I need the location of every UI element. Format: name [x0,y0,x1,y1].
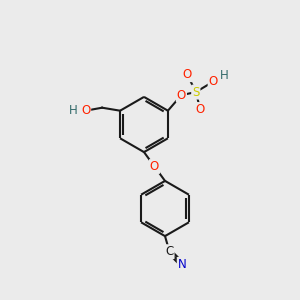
Text: N: N [178,258,187,271]
Text: O: O [150,160,159,173]
Text: C: C [165,245,174,258]
Text: H: H [69,104,77,117]
Text: S: S [192,85,200,99]
Text: O: O [196,103,205,116]
Text: O: O [208,75,218,88]
Text: O: O [177,88,186,102]
Text: H: H [220,68,229,82]
Text: O: O [81,104,90,117]
Text: O: O [183,68,192,81]
